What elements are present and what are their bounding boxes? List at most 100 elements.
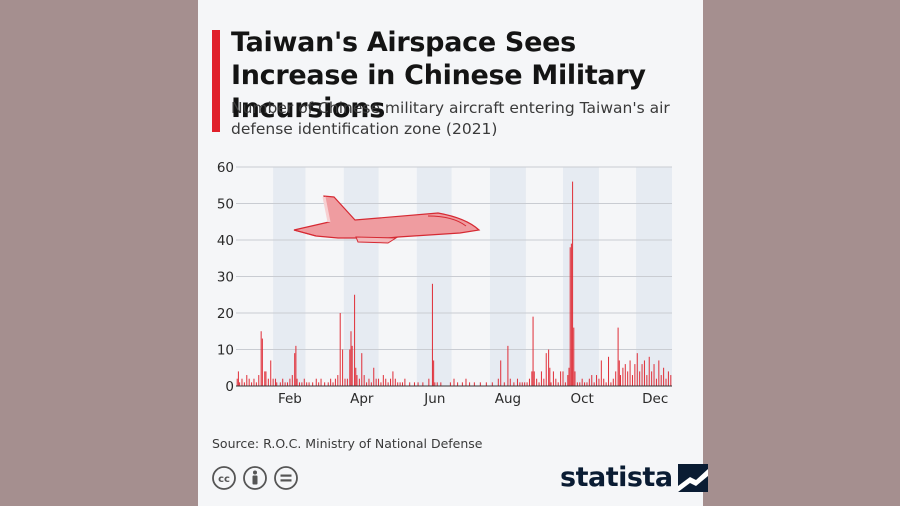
data-bar	[521, 382, 523, 386]
data-bar	[332, 382, 334, 386]
data-bar	[473, 382, 475, 386]
data-bar	[581, 378, 583, 386]
data-bar	[366, 382, 368, 386]
data-bar	[296, 378, 298, 386]
data-bar	[351, 345, 353, 386]
data-bar	[453, 378, 455, 386]
data-bar	[568, 367, 570, 386]
data-bar	[548, 349, 550, 386]
data-bar	[618, 360, 620, 386]
data-bar	[315, 378, 317, 386]
data-bar	[349, 349, 351, 386]
data-bar	[639, 371, 641, 386]
data-bar	[320, 378, 322, 386]
data-bar	[339, 313, 341, 386]
data-bar	[237, 371, 239, 386]
y-tick-label: 0	[225, 379, 234, 395]
data-bar	[279, 382, 281, 386]
data-bar	[643, 360, 645, 386]
data-bar	[370, 382, 372, 386]
chart-subtitle: Number of Chinese military aircraft ente…	[231, 99, 670, 138]
data-bar	[500, 360, 502, 386]
data-bar	[646, 375, 648, 386]
data-bar	[653, 364, 655, 386]
data-bar	[433, 360, 435, 386]
data-bar	[236, 378, 238, 386]
data-bar	[394, 378, 396, 386]
data-bar	[619, 375, 622, 386]
data-bar	[491, 382, 493, 386]
x-axis-labels: Feb Apr Jun Aug Oct Dec	[278, 391, 668, 407]
data-bar	[337, 375, 339, 386]
brand-name: statista	[560, 462, 673, 493]
data-bar	[264, 371, 266, 386]
data-bar	[312, 382, 314, 386]
data-bar	[361, 353, 363, 386]
data-bar	[610, 382, 612, 386]
svg-text:cc: cc	[218, 474, 230, 485]
data-bar	[346, 378, 348, 386]
data-bar	[289, 378, 291, 386]
data-bar	[593, 382, 595, 386]
cc-icon: cc	[212, 466, 236, 490]
data-bar	[567, 375, 569, 386]
data-bar	[324, 382, 326, 386]
data-bar	[665, 378, 667, 386]
data-bar	[533, 371, 535, 386]
data-bar	[552, 371, 554, 386]
data-bars	[236, 181, 672, 386]
data-bar	[540, 371, 542, 386]
chart-title: Taiwan's Airspace Sees Increase in Chine…	[231, 27, 646, 124]
data-bar	[436, 382, 438, 386]
accent-bar	[212, 30, 220, 132]
data-bar	[631, 375, 633, 386]
y-tick-label: 20	[217, 306, 234, 322]
data-bar	[549, 367, 551, 386]
data-bar	[253, 378, 255, 386]
data-bar	[598, 378, 600, 386]
data-bar	[636, 353, 638, 386]
data-bar	[390, 378, 392, 386]
data-bar	[562, 371, 564, 386]
data-bar	[532, 316, 534, 386]
data-bar	[579, 382, 581, 386]
data-bar	[373, 367, 375, 386]
x-tick-label: Apr	[350, 391, 374, 407]
data-bar	[354, 294, 356, 386]
data-bar	[298, 382, 300, 386]
data-bar	[485, 382, 487, 386]
data-bar	[528, 378, 530, 386]
data-bar	[265, 371, 267, 386]
data-bar	[479, 382, 481, 386]
data-bar	[261, 338, 263, 386]
data-bar	[516, 378, 518, 386]
data-bar	[417, 382, 419, 386]
data-bar	[576, 382, 578, 386]
data-bar	[378, 378, 380, 386]
data-bar	[303, 378, 305, 386]
data-bar	[660, 375, 662, 386]
data-bar	[294, 353, 296, 386]
data-bar	[327, 382, 329, 386]
data-bar	[545, 353, 547, 386]
data-bar	[641, 364, 643, 386]
data-bar	[573, 327, 575, 386]
data-bar	[272, 378, 274, 386]
data-bar	[404, 378, 406, 386]
statista-logo[interactable]: statista	[560, 462, 708, 493]
data-bar	[469, 382, 471, 386]
data-bar	[634, 364, 636, 386]
data-bar	[334, 378, 336, 386]
data-bar	[531, 371, 533, 386]
y-tick-label: 10	[217, 343, 234, 359]
data-bar	[569, 247, 571, 386]
data-bar	[503, 382, 505, 386]
data-bar	[291, 375, 293, 386]
data-bar	[507, 345, 509, 386]
data-bar	[368, 378, 370, 386]
data-bar	[397, 382, 399, 386]
data-bar	[258, 375, 260, 386]
data-bar	[399, 382, 401, 386]
data-bar	[243, 382, 245, 386]
data-bar	[380, 382, 382, 386]
